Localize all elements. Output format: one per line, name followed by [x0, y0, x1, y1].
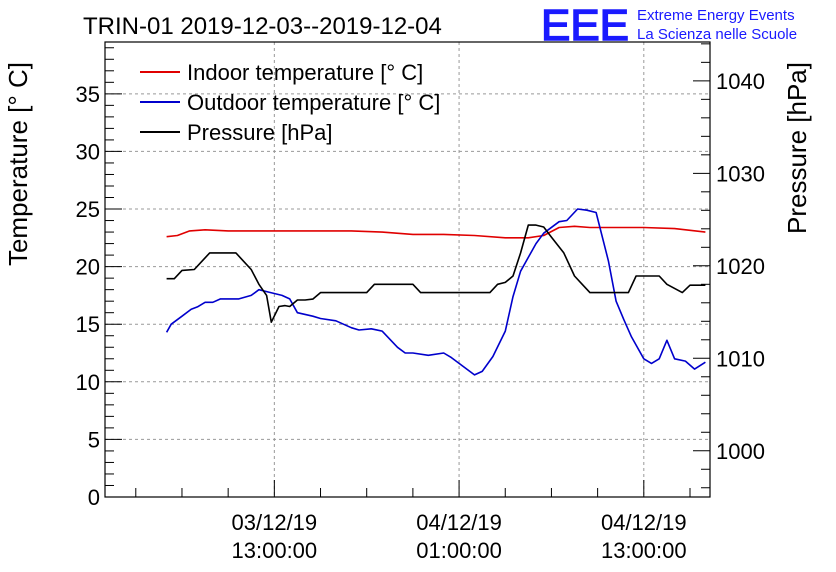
eee-logo: EEE Extreme Energy Events La Scienza nel…	[540, 0, 797, 51]
legend-label-0: Indoor temperature [° C]	[187, 60, 423, 85]
right-tick-label-0: 1000	[716, 439, 765, 464]
series-line-0	[166, 225, 706, 239]
left-tick-label-4: 20	[76, 255, 100, 280]
left-tick-label-1: 5	[88, 427, 100, 452]
plot-frame	[104, 41, 711, 498]
left-tick-label-0: 0	[88, 485, 100, 510]
right-tick-label-1: 1010	[716, 346, 765, 371]
logo-line-2: La Scienza nelle Scuole	[637, 26, 797, 43]
left-tick-label-3: 15	[76, 312, 100, 337]
legend: Indoor temperature [° C] Outdoor temperat…	[140, 60, 440, 145]
series-line-1	[165, 208, 706, 376]
left-tick-label-6: 30	[76, 139, 100, 164]
x-tick-label-date-1: 04/12/19	[416, 510, 502, 535]
x-tick-label-date-2: 04/12/19	[601, 510, 687, 535]
right-tick-label-4: 1040	[716, 69, 765, 94]
left-tick-label-2: 10	[76, 370, 100, 395]
x-tick-label-time-1: 01:00:00	[416, 538, 502, 563]
grid	[105, 42, 710, 497]
x-tick-label-time-2: 13:00:00	[601, 538, 687, 563]
legend-label-1: Outdoor temperature [° C]	[187, 90, 440, 115]
chart-title: TRIN-01 2019-12-03--2019-12-04	[83, 13, 442, 40]
right-tick-label-3: 1030	[716, 161, 765, 186]
left-tick-label-5: 25	[76, 197, 100, 222]
x-tick-label-date-0: 03/12/19	[232, 510, 318, 535]
series-line-2	[166, 224, 706, 324]
logo-line-1: Extreme Energy Events	[637, 7, 795, 24]
legend-label-2: Pressure [hPa]	[187, 120, 333, 145]
eee-logo-mark: EEE	[541, 1, 629, 50]
x-tick-label-time-0: 13:00:00	[232, 538, 318, 563]
axes: 0 5 10 15 20 25 30 35 1000 1010 1020 1030 1040 03/12/…	[76, 41, 765, 563]
right-axis-label: Pressure [hPa]	[782, 62, 812, 234]
series	[165, 208, 706, 376]
right-tick-label-2: 1020	[716, 254, 765, 279]
left-tick-label-7: 35	[76, 82, 100, 107]
left-axis-label: Temperature [° C]	[3, 62, 33, 266]
